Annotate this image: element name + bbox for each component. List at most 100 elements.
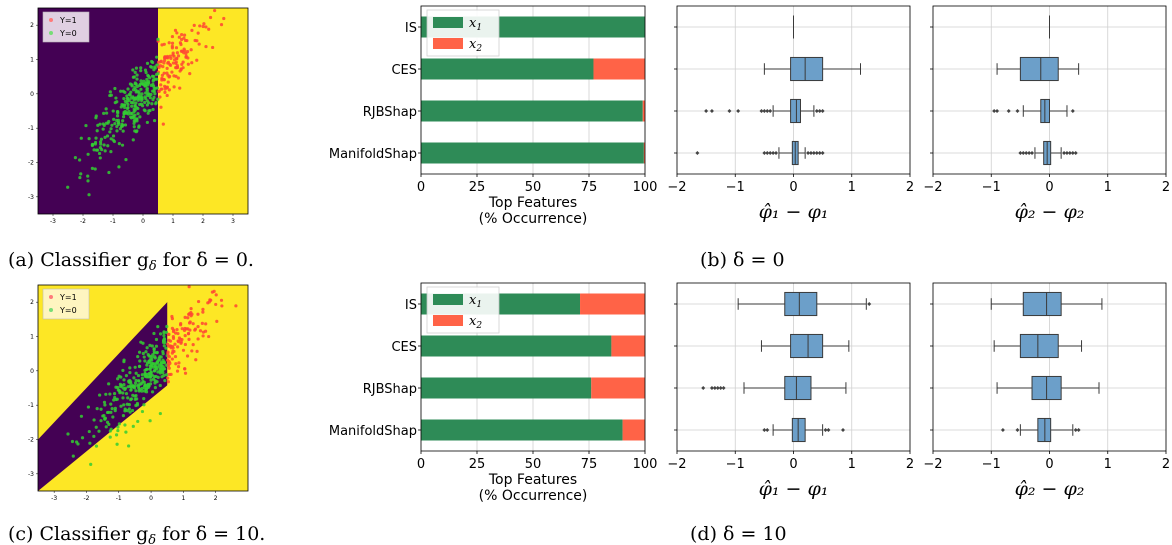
x-axis-label: φ̂₁ − φ₁	[759, 201, 829, 223]
outlier-manifoldshap	[771, 151, 776, 155]
point-y0	[153, 386, 157, 390]
point-y0	[106, 144, 110, 148]
point-y0	[130, 112, 134, 116]
point-y0	[131, 424, 135, 428]
point-y0	[94, 444, 99, 448]
point-y0	[161, 350, 165, 354]
point-y0	[111, 415, 115, 419]
point-y0	[109, 127, 113, 131]
box-ces	[790, 56, 824, 82]
point-y0	[94, 425, 98, 429]
outlier-manifoldshap	[768, 151, 773, 155]
point-y0	[136, 112, 140, 116]
point-y0	[144, 70, 148, 75]
point-y0	[116, 377, 120, 381]
legend-label-y1: Y=1	[59, 16, 77, 25]
scatter-legend-c: Y=1 Y=0	[42, 288, 90, 320]
point-y0	[150, 358, 154, 362]
outlier-rjbshap	[817, 109, 822, 113]
point-y1	[196, 337, 200, 341]
outlier-manifoldshap	[774, 151, 779, 155]
point-y0	[104, 107, 108, 111]
box-plot-b-phi2: −2 −1 0 1 2 φ̂₂ − φ₂	[923, 5, 1170, 223]
point-y1	[195, 58, 199, 62]
outlier-manifoldshap	[1024, 151, 1029, 155]
point-y1	[183, 371, 188, 375]
caption-a: (a) Classifier gδ for δ = 0.	[8, 249, 254, 274]
point-y1	[166, 56, 170, 60]
outlier-rjbshap	[759, 109, 764, 113]
point-y0	[153, 381, 157, 385]
point-y0	[148, 343, 152, 347]
outlier-rjbshap	[712, 386, 717, 390]
point-y0	[131, 393, 135, 397]
outlier-rjbshap	[995, 109, 1000, 113]
point-y0	[157, 356, 161, 360]
scatter-ticks-c: -3 -2 -1 0 1 2 2 1 0 -1 -2 -3	[28, 299, 218, 502]
outlier-manifoldshap	[1073, 151, 1078, 155]
point-y0	[113, 395, 117, 400]
point-y0	[123, 123, 128, 127]
point-y1	[163, 90, 167, 94]
point-y1	[167, 338, 171, 342]
point-y0	[107, 422, 111, 426]
outlier-is	[867, 302, 872, 306]
x-tick-label: -3	[51, 495, 57, 502]
point-y0	[154, 337, 159, 342]
point-y1	[190, 28, 194, 32]
box-is	[1022, 291, 1062, 317]
point-y0	[151, 353, 155, 357]
scatter-ticks-a: -3 -2 -1 0 1 2 3 2 1 0 -1 -2 -3	[28, 22, 235, 225]
point-y0	[102, 123, 106, 128]
point-y0	[158, 332, 163, 336]
point-y0	[108, 392, 112, 396]
point-y0	[94, 136, 98, 140]
point-y1	[189, 310, 193, 315]
point-y1	[171, 336, 176, 340]
outlier-manifoldshap	[695, 151, 700, 155]
point-y0	[134, 90, 138, 94]
outlier-rjbshap	[762, 109, 767, 113]
point-y1	[175, 51, 180, 55]
point-y1	[220, 304, 224, 308]
point-y0	[79, 414, 84, 418]
point-y0	[141, 341, 145, 345]
point-y1	[159, 87, 163, 91]
outlier-manifoldshap	[1064, 151, 1069, 155]
legend-label-y0: Y=0	[59, 306, 77, 315]
bar-x2-rjbshap	[642, 100, 645, 122]
point-y0	[165, 324, 169, 329]
point-y0	[121, 368, 125, 373]
box-rjbshap	[784, 375, 812, 401]
point-y0	[96, 148, 100, 152]
x-tick-label: -1	[116, 495, 122, 502]
caption-c: (c) Classifier gδ for δ = 10.	[8, 523, 265, 545]
point-y1	[157, 89, 161, 94]
point-y1	[167, 355, 172, 359]
outlier-manifoldshap	[1076, 428, 1081, 432]
point-y0	[103, 403, 107, 407]
point-y0	[95, 129, 99, 133]
point-y1	[167, 366, 171, 370]
point-y0	[128, 366, 132, 370]
caption-d: (d) δ = 10	[690, 523, 787, 545]
point-y1	[166, 350, 170, 354]
point-y0	[133, 70, 137, 74]
point-y0	[154, 102, 158, 106]
point-y0	[87, 193, 91, 197]
point-y0	[136, 419, 140, 424]
point-y1	[187, 337, 191, 341]
x-axis-label: φ̂₂ − φ₂	[1015, 201, 1085, 223]
point-y0	[145, 120, 149, 125]
point-y0	[152, 86, 156, 90]
point-y0	[148, 375, 153, 379]
point-y1	[167, 88, 171, 92]
outlier-manifoldshap	[765, 428, 770, 432]
outlier-rjbshap	[718, 386, 723, 390]
point-y1	[166, 358, 170, 362]
point-y1	[166, 380, 170, 384]
outlier-rjbshap	[721, 386, 726, 390]
point-y0	[123, 409, 127, 413]
point-y1	[192, 23, 196, 27]
